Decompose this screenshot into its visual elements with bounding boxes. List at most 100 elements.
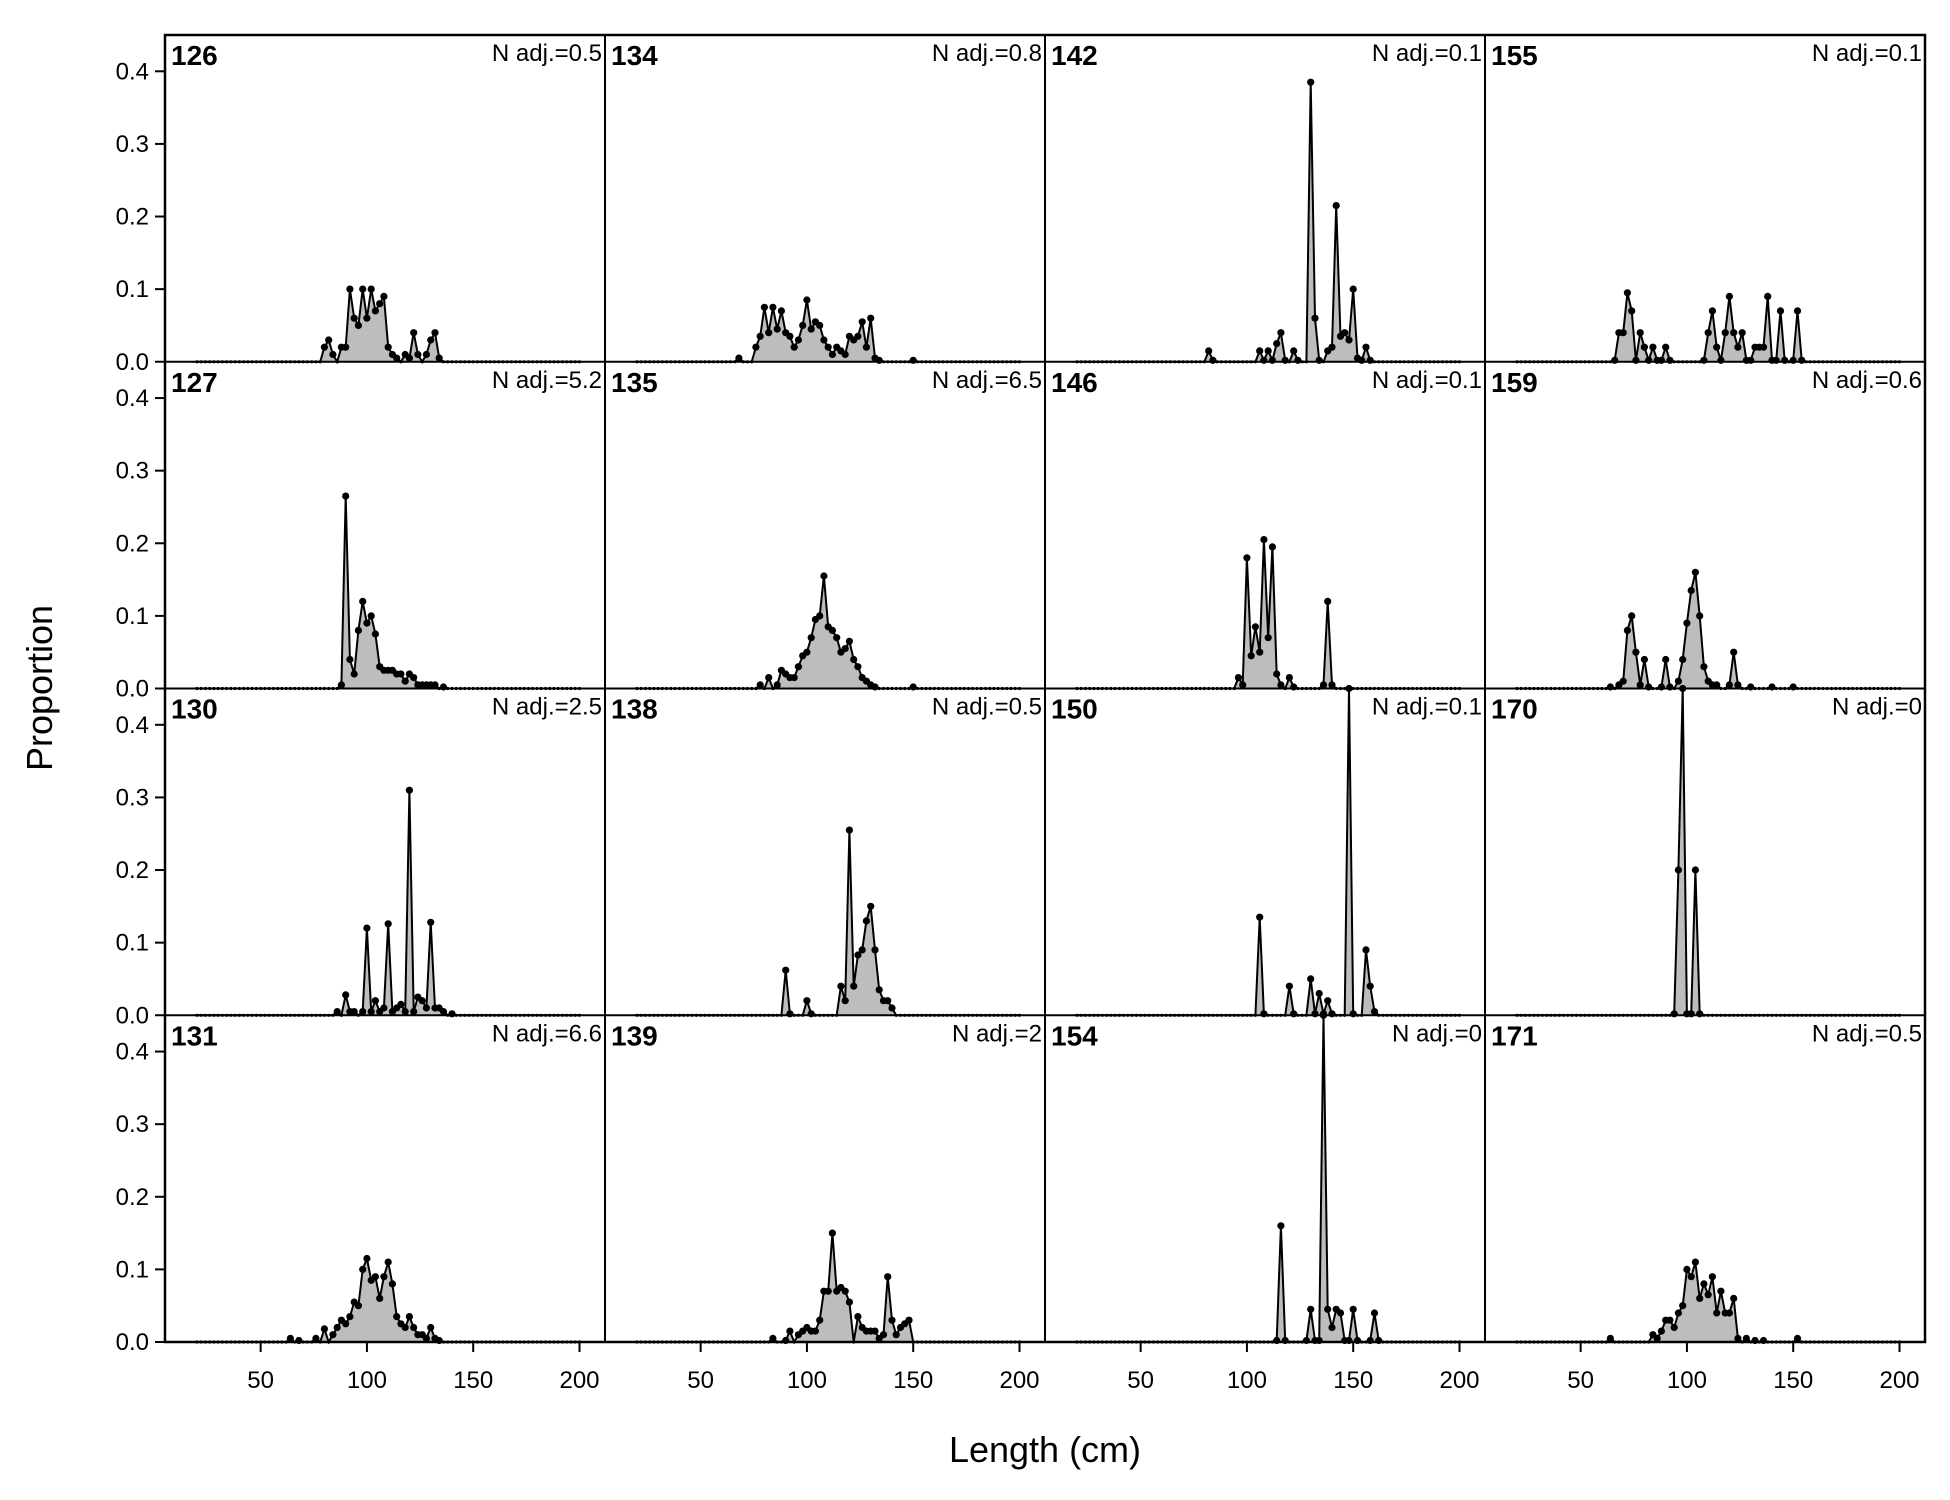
- y-tick-label: 0.0: [116, 349, 149, 376]
- data-point: [371, 307, 379, 315]
- data-point: [786, 332, 794, 340]
- data-point: [879, 1331, 888, 1339]
- data-point: [803, 648, 811, 656]
- data-point: [1725, 681, 1733, 689]
- data-point: [363, 924, 371, 932]
- data-point: [1290, 1010, 1298, 1018]
- data-point: [359, 285, 367, 293]
- data-point: [1277, 681, 1285, 689]
- data-point: [401, 677, 409, 685]
- data-point: [909, 683, 917, 691]
- data-point: [841, 350, 849, 359]
- data-point: [1260, 1010, 1268, 1018]
- data-point: [782, 966, 790, 974]
- panel-139: 139 N adj.=2: [611, 1020, 1042, 1345]
- data-point: [1251, 623, 1259, 631]
- data-point: [380, 1004, 388, 1012]
- data-point: [1632, 356, 1640, 364]
- data-point: [1332, 202, 1340, 210]
- data-point: [1273, 340, 1281, 348]
- data-point: [1657, 1327, 1665, 1335]
- data-point: [1619, 677, 1627, 685]
- sample-size-label: N adj.=2: [952, 1020, 1042, 1047]
- data-point: [773, 681, 781, 689]
- data-point: [1704, 1291, 1712, 1299]
- data-point: [286, 1334, 294, 1342]
- data-point: [1687, 1010, 1695, 1018]
- sample-size-label: N adj.=0.5: [932, 694, 1042, 721]
- y-tick-label: 0.1: [116, 603, 149, 630]
- data-point: [1687, 586, 1695, 595]
- data-point: [816, 612, 824, 620]
- data-point: [1315, 989, 1323, 998]
- data-point: [1691, 568, 1699, 576]
- data-point: [1670, 1010, 1678, 1018]
- data-point: [1256, 648, 1264, 656]
- data-point: [1290, 347, 1298, 355]
- distribution-line: [1076, 688, 1460, 1018]
- data-point: [422, 350, 430, 359]
- data-point: [1679, 655, 1687, 664]
- y-tick-label: 0.2: [116, 857, 149, 884]
- y-tick-label: 0.3: [116, 784, 149, 811]
- panel-127: 127 N adj.=5.2: [171, 367, 602, 691]
- data-point: [1789, 683, 1797, 691]
- data-point: [1636, 681, 1644, 689]
- panel-142: 142 N adj.=0.1: [1051, 40, 1482, 364]
- data-point: [871, 1327, 879, 1335]
- data-point: [393, 1313, 401, 1321]
- data-point: [367, 1008, 375, 1016]
- area-fill: [1516, 292, 1900, 362]
- x-tick-label: 100: [787, 1367, 827, 1394]
- data-point: [1370, 1008, 1379, 1016]
- data-point: [1717, 356, 1725, 364]
- data-point: [1328, 1323, 1336, 1332]
- panel-155: 155 N adj.=0.1: [1491, 40, 1922, 364]
- data-point: [405, 1313, 413, 1321]
- x-tick-label: 200: [559, 1367, 599, 1394]
- data-point: [1653, 1334, 1661, 1342]
- data-point: [1264, 347, 1272, 355]
- data-point: [354, 626, 362, 635]
- data-point: [1781, 356, 1789, 364]
- data-point: [1691, 1258, 1699, 1266]
- y-tick-label: 0.1: [116, 1256, 149, 1283]
- data-point: [1611, 356, 1619, 364]
- data-point: [862, 917, 871, 925]
- data-point: [756, 681, 764, 689]
- data-point: [1628, 612, 1636, 620]
- data-point: [820, 572, 828, 580]
- data-point: [871, 683, 879, 691]
- data-point: [1789, 356, 1797, 364]
- panel-label: 142: [1051, 40, 1098, 71]
- data-point: [1717, 1287, 1725, 1295]
- data-point: [807, 634, 815, 642]
- data-point: [858, 318, 866, 326]
- data-point: [363, 1254, 371, 1263]
- data-point: [320, 343, 328, 351]
- area-fill: [636, 1233, 1020, 1342]
- data-point: [1311, 314, 1319, 322]
- sample-size-label: N adj.=0.1: [1372, 40, 1482, 67]
- data-point: [1619, 329, 1627, 337]
- panel-label: 126: [171, 40, 218, 71]
- data-point: [1708, 307, 1716, 315]
- data-point: [1307, 975, 1315, 983]
- data-point: [1666, 683, 1674, 691]
- panel-label: 131: [171, 1020, 218, 1051]
- data-point: [807, 325, 815, 333]
- data-point: [1687, 1273, 1695, 1281]
- data-point: [1708, 1273, 1716, 1281]
- data-point: [1645, 683, 1653, 691]
- data-point: [1636, 329, 1644, 337]
- data-point: [448, 1010, 456, 1018]
- data-point: [1277, 1222, 1285, 1230]
- data-point: [875, 356, 883, 364]
- data-point: [1315, 356, 1323, 364]
- panel-label: 159: [1491, 367, 1538, 398]
- data-point: [1336, 1309, 1345, 1317]
- area-fill: [1516, 1262, 1900, 1342]
- data-point: [1294, 356, 1302, 364]
- axes: 0.0 0.1 0.2 0.3 0.4 0.0 0.1 0.2 0.3 0.4 0.0 0.1 0.2 0…: [116, 35, 1925, 1394]
